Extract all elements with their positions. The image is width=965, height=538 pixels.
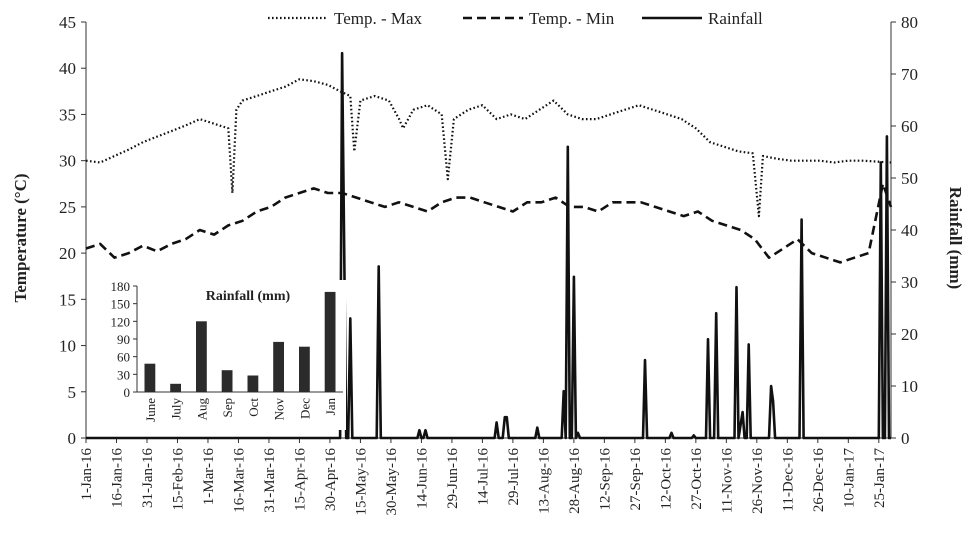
x-tick-label: 31-Mar-16	[262, 448, 278, 513]
y-tick-label-left: 15	[59, 290, 76, 309]
legend-label: Rainfall	[708, 9, 763, 28]
legend: Temp. - Max Temp. - Min Rainfall	[268, 9, 763, 28]
series-layer	[85, 51, 893, 440]
legend-label: Temp. - Min	[529, 9, 615, 28]
inset-bar	[221, 370, 233, 392]
x-tick-label: 1-Mar-16	[201, 448, 217, 506]
legend-label: Temp. - Max	[334, 9, 423, 28]
y-tick-label-left: 5	[68, 383, 77, 402]
inset-rainfall-chart: 0 30 60 90 120 150 180 June July Aug Sep Oct Nov Dec J…	[88, 279, 346, 430]
y-tick-label-left: 20	[59, 244, 76, 263]
y-tick-label-right: 40	[901, 221, 918, 240]
inset-y-tick-label: 120	[111, 314, 131, 329]
inset-bar	[247, 375, 259, 392]
inset-y-tick-label: 90	[117, 332, 130, 347]
main-axes: 0 5 10 15 20 25 30 35 40 45 0 10 20 30 40 50 60 70 80 1-Jan…	[59, 13, 918, 516]
inset-x-tick-label: Dec	[297, 398, 312, 419]
x-tick-label: 14-Jun-16	[414, 448, 430, 509]
x-tick-label: 13-Aug-16	[536, 448, 552, 514]
inset-x-tick-label: Jan	[323, 398, 338, 416]
inset-x-tick-label: June	[143, 398, 158, 422]
inset-bar	[196, 321, 207, 392]
y-tick-label-right: 70	[901, 65, 918, 84]
inset-title: Rainfall (mm)	[206, 289, 291, 304]
x-tick-label: 1-Jan-16	[79, 448, 95, 501]
series-line-rainfall	[86, 51, 891, 440]
series-line-temp-max	[85, 78, 892, 218]
x-tick-label: 30-Apr-16	[323, 448, 339, 512]
inset-bar	[299, 346, 310, 392]
x-tick-label: 15-Feb-16	[170, 448, 186, 511]
y-tick-label-right: 60	[901, 117, 918, 136]
inset-y-tick-label: 30	[117, 367, 130, 382]
x-tick-label: 15-Apr-16	[292, 448, 308, 512]
inset-y-tick-label: 180	[111, 279, 131, 294]
x-tick-label: 29-Jun-16	[445, 448, 461, 509]
x-tick-label: 15-May-16	[353, 448, 369, 516]
y-tick-label-left: 40	[59, 59, 76, 78]
inset-bar	[273, 341, 284, 392]
x-tick-label: 29-Jul-16	[506, 448, 522, 506]
x-tick-label: 14-Jul-16	[475, 448, 491, 506]
y-tick-label-left: 25	[59, 198, 76, 217]
y-tick-label-right: 30	[901, 273, 918, 292]
x-tick-label: 16-Mar-16	[231, 448, 247, 513]
x-tick-label: 12-Sep-16	[597, 448, 613, 511]
x-tick-label: 26-Dec-16	[811, 448, 827, 513]
y-tick-label-left: 0	[68, 429, 77, 448]
x-tick-label: 10-Jan-17	[841, 448, 857, 508]
y-axis-title-left: Temperature (°C)	[11, 173, 30, 302]
x-tick-label: 28-Aug-16	[567, 448, 583, 514]
y-tick-label-right: 80	[901, 13, 918, 32]
inset-y-tick-label: 60	[117, 350, 130, 365]
y-axis-title-right: Rainfall (mm)	[946, 187, 965, 289]
inset-x-tick-label: Sep	[220, 398, 235, 418]
y-tick-label-right: 10	[901, 377, 918, 396]
y-tick-label-right: 20	[901, 325, 918, 344]
x-tick-label: 27-Sep-16	[628, 448, 644, 511]
y-tick-label-left: 35	[59, 105, 76, 124]
inset-bar	[170, 383, 181, 392]
y-tick-label-right: 50	[901, 169, 918, 188]
x-tick-label: 27-Oct-16	[689, 448, 705, 510]
inset-x-tick-label: Oct	[246, 398, 261, 417]
x-tick-label: 16-Jan-16	[109, 448, 125, 508]
x-tick-label: 11-Nov-16	[719, 448, 735, 514]
inset-x-tick-label: July	[169, 398, 184, 420]
inset-bar	[324, 291, 336, 392]
x-tick-label: 31-Jan-16	[140, 448, 156, 508]
y-tick-label-right: 0	[901, 429, 910, 448]
inset-x-tick-label: Nov	[272, 398, 287, 421]
inset-y-tick-label: 150	[111, 297, 131, 312]
y-tick-label-left: 45	[59, 13, 76, 32]
y-tick-label-left: 10	[59, 337, 76, 356]
x-tick-label: 26-Nov-16	[750, 448, 766, 514]
series-line-temp-min	[85, 182, 893, 264]
x-tick-label: 11-Dec-16	[780, 448, 796, 512]
x-tick-label: 30-May-16	[384, 448, 400, 516]
inset-bar	[144, 363, 156, 392]
x-tick-label: 25-Jan-17	[872, 448, 888, 508]
inset-x-tick-label: Aug	[194, 398, 209, 421]
y-tick-label-left: 30	[59, 152, 76, 171]
inset-y-tick-label: 0	[124, 385, 131, 400]
x-tick-label: 12-Oct-16	[658, 448, 674, 510]
